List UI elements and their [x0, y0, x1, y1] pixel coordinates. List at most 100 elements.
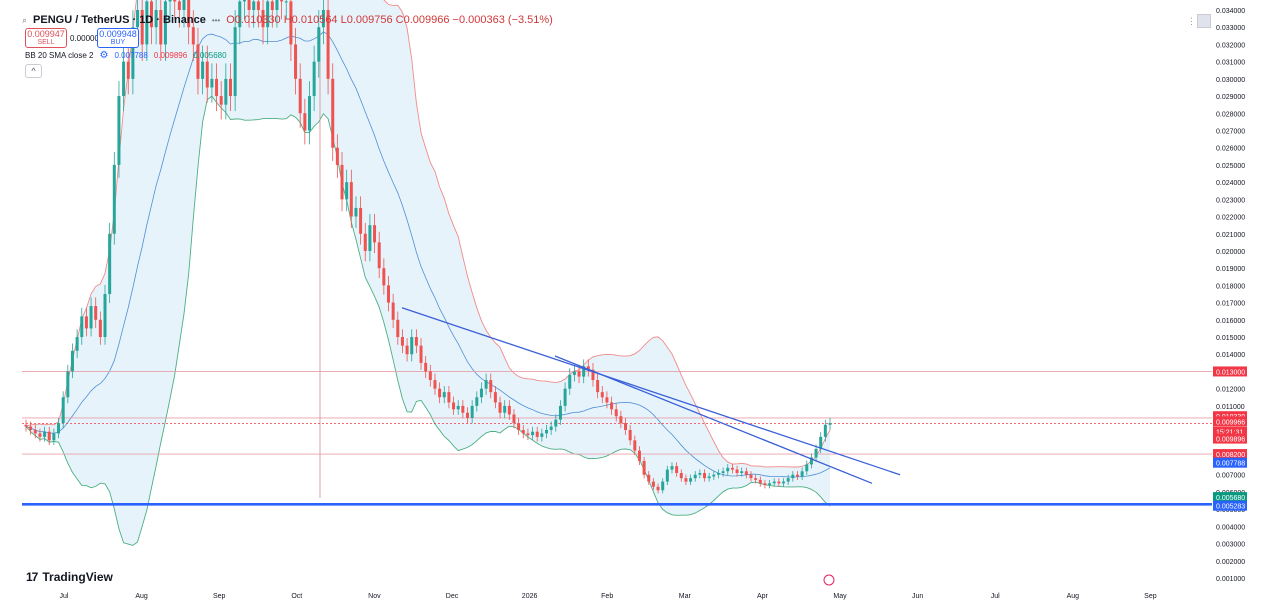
candle: [545, 429, 549, 434]
symbol-search-icon[interactable]: ⌕: [22, 14, 28, 25]
y-tick-label: 0.029000: [1216, 94, 1245, 101]
candle: [233, 27, 237, 97]
more-icon[interactable]: •••: [211, 15, 221, 25]
tradingview-logo: 17 TradingView: [26, 570, 113, 584]
candle: [433, 380, 437, 389]
candle: [201, 61, 205, 79]
candle: [819, 436, 823, 449]
tradingview-logo-text: TradingView: [42, 570, 113, 584]
x-tick-label: Apr: [757, 593, 769, 600]
candle: [405, 345, 409, 355]
y-tick-label: 0.017000: [1216, 301, 1245, 308]
candle: [637, 450, 641, 461]
candle: [498, 402, 502, 413]
trendline-1[interactable]: [554, 355, 873, 484]
candle: [540, 433, 544, 437]
indicator-lower-value: 0.005680: [193, 51, 227, 60]
candle: [24, 424, 28, 427]
y-tick-label: 0.002000: [1216, 559, 1245, 566]
candle: [270, 1, 274, 11]
candle: [163, 1, 167, 45]
candle: [131, 27, 135, 79]
trendline-0[interactable]: [401, 307, 901, 476]
candle: [168, 0, 172, 2]
candle: [43, 431, 47, 437]
candle: [512, 414, 516, 424]
indicator-legend[interactable]: BB 20 SMA close 2 ⚙ 0.007788 0.009896 0.…: [25, 50, 227, 61]
candle: [349, 182, 353, 217]
candle: [66, 371, 70, 398]
y-tick-label: 0.033000: [1216, 25, 1245, 32]
candle: [108, 233, 112, 294]
price-label-bg: [1213, 457, 1247, 468]
candle: [266, 1, 270, 28]
tradingview-logo-icon: 17: [26, 570, 38, 584]
candle: [205, 61, 209, 88]
collapse-legend-button[interactable]: ^: [25, 64, 42, 78]
candle: [335, 147, 339, 165]
layout-dots-icon[interactable]: ⋮: [1187, 16, 1196, 26]
x-tick-label: Aug: [1067, 593, 1080, 600]
candle: [247, 0, 251, 11]
candle: [489, 380, 493, 393]
price-label-bg: [1213, 492, 1247, 503]
candle: [503, 405, 507, 413]
candle: [159, 10, 163, 45]
candle: [331, 78, 335, 148]
price-label[interactable]: 0.008200: [1216, 452, 1245, 459]
candle: [661, 481, 665, 491]
price-label[interactable]: 0.005680: [1216, 495, 1245, 502]
indicator-settings-icon[interactable]: ⚙: [99, 50, 109, 61]
candle: [103, 294, 107, 338]
candle: [665, 469, 669, 482]
price-label[interactable]: 15:21:31: [1216, 430, 1243, 437]
candle: [140, 10, 144, 45]
layout-toggle-button[interactable]: [1197, 14, 1211, 28]
candle: [382, 268, 386, 286]
x-tick-label: Jun: [912, 593, 923, 600]
candle: [582, 366, 586, 377]
candle: [563, 388, 567, 406]
price-label[interactable]: 0.013000: [1216, 369, 1245, 376]
bollinger-basis-line: [25, 31, 831, 478]
y-tick-label: 0.023000: [1216, 197, 1245, 204]
price-label[interactable]: 0.007788: [1216, 461, 1245, 468]
candle: [98, 319, 102, 338]
candle: [80, 316, 84, 338]
candle: [307, 96, 311, 131]
candle: [800, 471, 804, 477]
candle: [744, 471, 748, 475]
candle: [517, 423, 521, 430]
x-tick-label: Dec: [446, 593, 459, 600]
candle: [707, 476, 711, 479]
x-tick-label: Aug: [135, 593, 148, 600]
indicator-basis-value: 0.007788: [114, 51, 148, 60]
event-badge-icon[interactable]: [823, 574, 835, 586]
sell-button[interactable]: 0.009947 SELL: [25, 28, 67, 48]
candle: [656, 486, 660, 491]
candle: [605, 397, 609, 403]
candle: [809, 457, 813, 465]
price-label[interactable]: 0.005283: [1216, 504, 1245, 511]
candle: [145, 1, 149, 45]
y-tick-label: 0.024000: [1216, 180, 1245, 187]
symbol-title[interactable]: PENGU / TetherUS · 1D · Binance: [33, 14, 206, 26]
sell-label: SELL: [37, 39, 55, 46]
candle: [294, 44, 298, 79]
x-tick-label: Jul: [60, 593, 69, 600]
candle: [721, 471, 725, 474]
price-label-bg: [1213, 449, 1247, 460]
candle: [340, 164, 344, 200]
candle: [624, 423, 628, 430]
candle: [252, 1, 256, 11]
candle: [391, 302, 395, 320]
price-label[interactable]: 0.009966: [1216, 419, 1245, 426]
candle: [535, 431, 539, 437]
x-tick-label: Sep: [1144, 593, 1157, 600]
candle: [424, 362, 428, 372]
candle: [791, 474, 795, 479]
y-tick-label: 0.021000: [1216, 232, 1245, 239]
buy-button[interactable]: 0.009948 BUY: [97, 28, 139, 48]
price-label[interactable]: 0.009896: [1216, 437, 1245, 444]
